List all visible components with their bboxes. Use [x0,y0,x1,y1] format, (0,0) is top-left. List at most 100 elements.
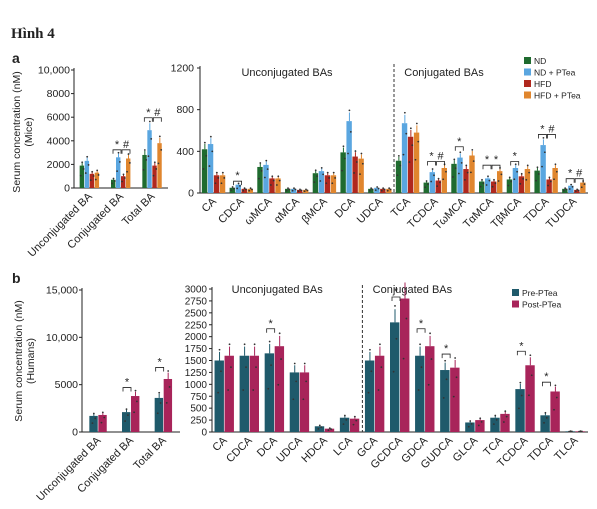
bar [475,420,485,432]
data-point [379,343,381,346]
data-point [313,181,316,184]
data-point [541,165,543,168]
category-label: Total BA [131,434,169,472]
legend-label: HFD [534,79,551,89]
category-label: βMCA [300,195,331,226]
bar [540,415,550,432]
data-point [233,187,235,190]
y-tick-label: 15,000 [46,285,78,297]
data-point [165,401,168,404]
y-tick-label: 1250 [185,368,208,379]
data-point [535,179,537,182]
y-tick-label: 4000 [47,135,71,147]
y-tick-label: 1000 [185,380,208,391]
significance-bracket [542,381,551,387]
bar [275,178,281,193]
data-point [202,168,205,170]
data-point [215,171,218,174]
data-point [467,425,470,428]
data-point [576,188,579,191]
data-point [383,188,386,191]
data-point [203,141,206,144]
data-point [124,177,126,179]
data-point [245,366,247,369]
significance-bracket [454,146,464,151]
data-point [528,171,531,174]
significance-bracket [112,149,122,154]
bar [297,189,303,193]
data-point [320,426,323,429]
panel-label-b: b [12,270,21,286]
data-point [278,179,281,182]
data-point [430,358,433,360]
bar [463,169,469,193]
data-point [469,171,472,174]
category-label: UDCA [355,195,386,226]
data-point [114,180,116,182]
data-point [220,182,223,185]
data-point [332,171,335,174]
group-label-unconjugated: Unconjugated BAs [241,67,333,79]
bar [291,188,297,193]
group-label-conjugated: Conjugated BAs [373,284,453,296]
data-point [89,179,92,182]
data-point [121,180,123,183]
bar [214,360,224,432]
significance-bracket [510,161,520,166]
bar [219,175,226,193]
data-point [316,175,319,178]
data-point [342,423,345,426]
data-point [150,137,153,140]
y-tick-label: 10,000 [38,65,70,77]
data-point [583,183,586,186]
legend-swatch [524,91,531,99]
data-point [369,348,371,351]
data-point [134,389,137,392]
data-point [568,430,570,433]
y-tick-label: 5000 [55,379,79,391]
data-point [266,168,269,170]
data-point [347,152,349,155]
data-point [354,150,357,152]
data-point [571,185,574,188]
data-point [409,127,412,130]
bar [257,166,263,193]
data-point [209,135,212,138]
data-point [112,177,115,180]
significance-bracket [152,117,162,122]
data-point [455,376,458,379]
data-point [430,180,433,183]
bar [152,165,157,188]
data-point [405,132,408,135]
bar [263,164,269,193]
bar [111,179,116,188]
data-point [470,422,473,425]
category-label: Conjugated BA [75,434,136,495]
data-point [270,364,272,367]
bar [364,360,375,432]
category-label: HDCA [299,434,330,465]
data-point [275,184,278,186]
significance-bracket [416,328,426,333]
bar [395,160,402,193]
significance-marker: * [457,136,462,148]
bar [525,365,535,432]
data-point [415,122,418,125]
bar [285,188,291,193]
bar [324,175,331,193]
bar [423,182,429,193]
legend-swatch [512,289,519,296]
data-point [451,176,454,178]
data-point [156,412,159,415]
data-point [271,175,274,178]
bar [131,396,140,432]
data-point [124,420,126,422]
data-point [299,188,301,191]
data-point [327,429,330,432]
data-point [554,384,557,387]
data-point [81,161,84,164]
significance-bracket [574,178,584,183]
data-point [491,185,494,188]
data-point [544,411,547,414]
data-point [442,397,445,399]
